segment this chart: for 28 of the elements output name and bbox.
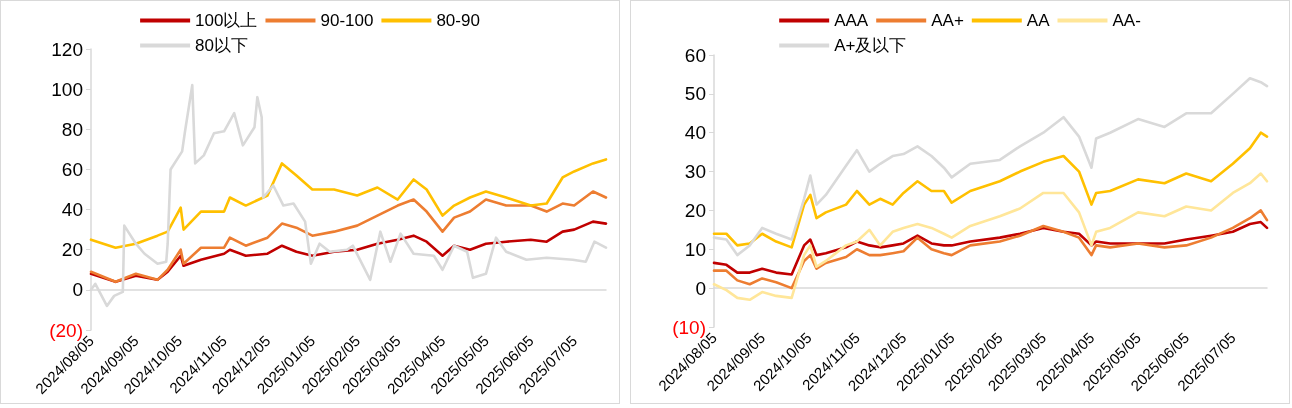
legend-label: 80-90	[436, 11, 480, 30]
y-tick-label: 20	[61, 239, 83, 261]
legend-label: 100以上	[195, 11, 258, 30]
line-series	[712, 209, 1269, 290]
y-tick-label: 60	[684, 44, 706, 66]
y-tick-label: 0	[695, 277, 706, 299]
legend-label: AA+	[931, 11, 964, 30]
y-tick-label: 60	[61, 158, 83, 180]
line-series	[89, 158, 608, 250]
y-tick-label: 40	[684, 122, 706, 144]
line-series	[712, 131, 1269, 249]
y-tick-label: 100	[51, 78, 83, 100]
legend-label: A+及以下	[834, 36, 907, 55]
y-tick-label: 0	[72, 279, 83, 301]
y-tick-label: 20	[684, 199, 706, 221]
legend-label: 80以下	[195, 36, 249, 55]
y-tick-label: 50	[684, 83, 706, 105]
line-series	[712, 172, 1269, 302]
legend-label: AAA	[834, 11, 869, 30]
y-tick-label: 120	[51, 38, 83, 60]
legend-label: AA-	[1112, 11, 1141, 30]
y-tick-label: 40	[61, 199, 83, 221]
y-tick-label: 10	[684, 238, 706, 260]
legend-label: AA	[1026, 11, 1051, 30]
legend-label: 90-100	[320, 11, 374, 30]
y-tick-label: 80	[61, 118, 83, 140]
y-tick-label: 30	[684, 161, 706, 183]
line-series	[89, 190, 608, 284]
